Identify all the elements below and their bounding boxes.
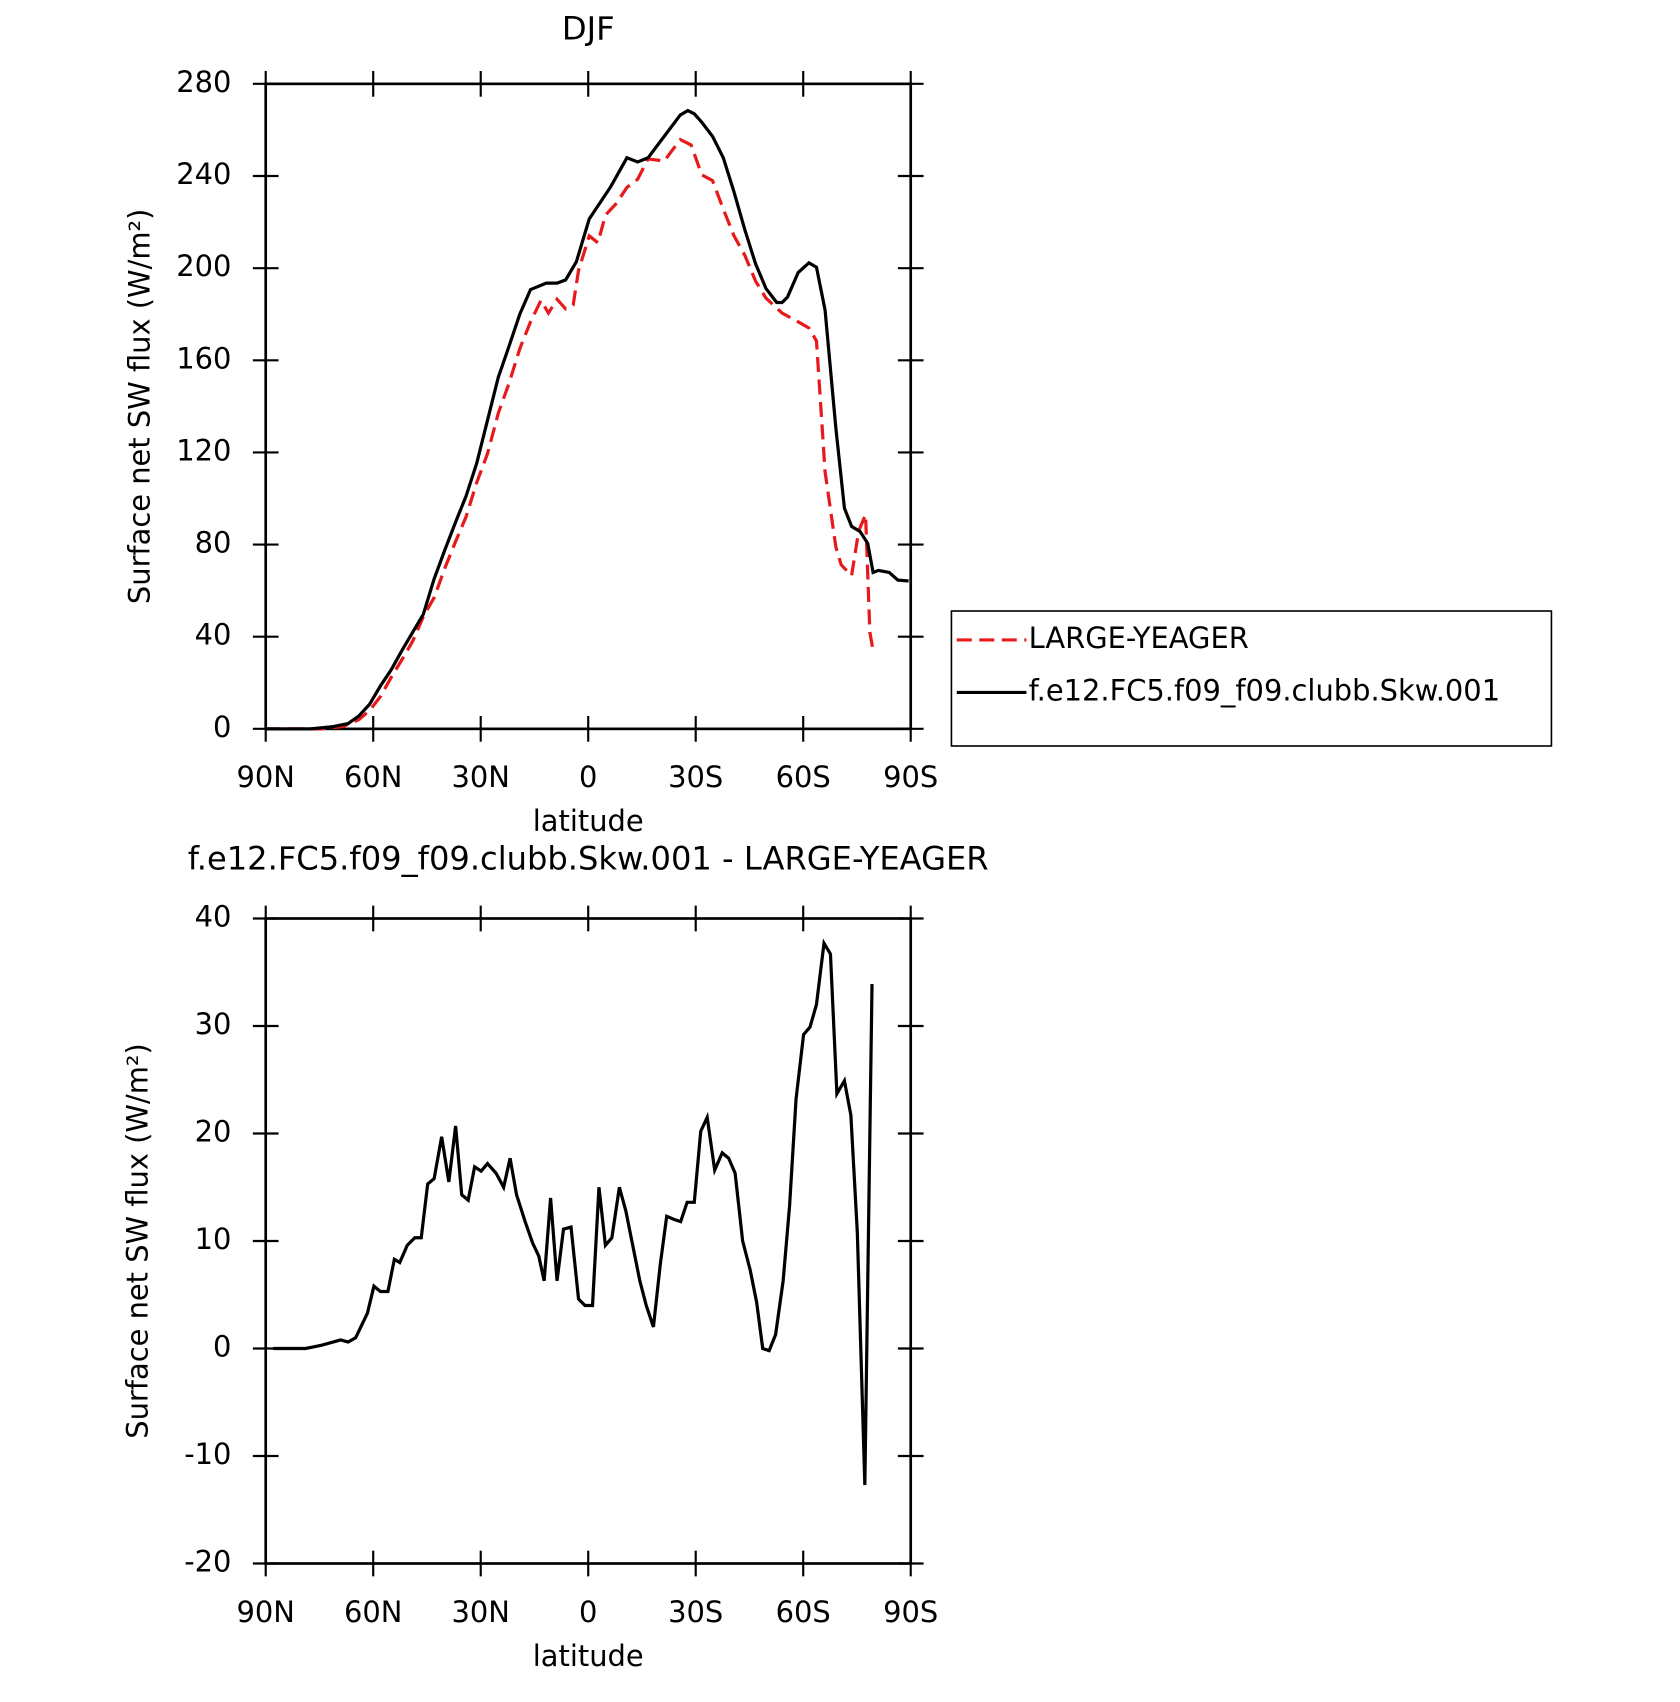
series-line xyxy=(265,108,909,731)
x-axis-title: latitude xyxy=(533,1639,644,1673)
y-tick-label: 160 xyxy=(176,341,231,375)
y-tick-label: 40 xyxy=(195,618,232,652)
x-tick-label: 30S xyxy=(668,1595,723,1629)
x-tick-label: 60N xyxy=(344,1595,402,1629)
y-tick-label: 10 xyxy=(195,1222,232,1256)
y-tick-label: 40 xyxy=(195,899,232,933)
y-tick-label: 200 xyxy=(176,249,231,283)
chart-title: f.e12.FC5.f09_f09.clubb.Skw.001 - LARGE-… xyxy=(188,840,989,878)
x-tick-label: 60N xyxy=(344,760,402,794)
x-tick-label: 90N xyxy=(237,1595,295,1629)
x-tick-label: 30S xyxy=(668,760,723,794)
chart-title: DJF xyxy=(562,9,615,47)
y-tick-label: 0 xyxy=(213,710,231,744)
y-tick-label: 80 xyxy=(195,526,232,560)
x-axis-title: latitude xyxy=(533,804,644,838)
y-axis-title: Surface net SW flux (W/m²) xyxy=(122,209,156,604)
y-tick-label: 280 xyxy=(176,65,231,99)
x-tick-label: 90N xyxy=(237,760,295,794)
x-tick-label: 60S xyxy=(776,1595,831,1629)
y-tick-label: 0 xyxy=(213,1330,231,1364)
legend-label: LARGE-YEAGER xyxy=(1029,621,1249,655)
x-tick-label: 30N xyxy=(452,760,510,794)
x-tick-label: 90S xyxy=(883,760,938,794)
y-tick-label: -10 xyxy=(184,1437,231,1471)
x-tick-label: 30N xyxy=(452,1595,510,1629)
x-tick-label: 60S xyxy=(776,760,831,794)
series-line xyxy=(273,938,874,1486)
x-tick-label: 90S xyxy=(883,1595,938,1629)
x-tick-label: 0 xyxy=(579,1595,597,1629)
y-tick-label: 120 xyxy=(176,433,231,467)
y-tick-label: 240 xyxy=(176,157,231,191)
y-tick-label: 30 xyxy=(195,1007,232,1041)
y-tick-label: 20 xyxy=(195,1115,232,1149)
y-tick-label: -20 xyxy=(184,1544,231,1578)
plot-frame xyxy=(264,82,913,731)
x-tick-label: 0 xyxy=(579,760,597,794)
series-line xyxy=(265,137,875,731)
legend-label: f.e12.FC5.f09_f09.clubb.Skw.001 xyxy=(1029,673,1501,707)
y-axis-title: Surface net SW flux (W/m²) xyxy=(120,1043,154,1439)
legend-box xyxy=(950,610,1553,747)
